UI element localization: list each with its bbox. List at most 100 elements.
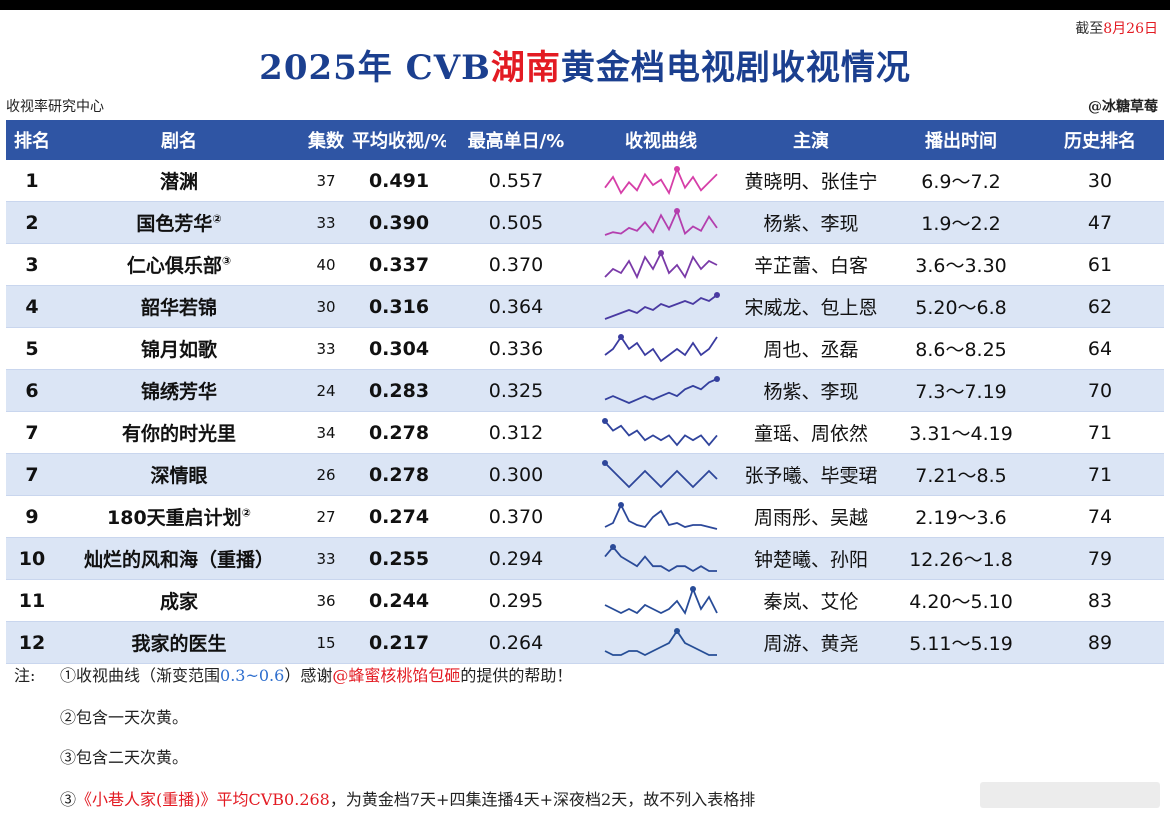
cast-cell: 钟楚曦、孙阳: [736, 545, 886, 572]
episodes-cell: 36: [300, 592, 352, 610]
curve-cell: [586, 249, 736, 281]
table-header: 排名 剧名 集数 平均收视/% 最高单日/% 收视曲线 主演 播出时间 历史排名: [6, 120, 1164, 160]
sparkline-path: [604, 250, 718, 279]
average-cell: 0.274: [352, 506, 446, 528]
episodes-cell: 40: [300, 256, 352, 274]
col-rank: 排名: [14, 131, 50, 152]
curve-cell: [586, 627, 736, 659]
rank-cell-text: 6: [25, 379, 39, 402]
history-cell: 89: [1036, 632, 1164, 654]
peak-cell-text: 0.264: [488, 631, 544, 654]
table-row: 5 锦月如歌 33 0.304 0.336 周也、丞磊 8.6～8.25 64: [6, 328, 1164, 370]
title-cell-text: 有你的时光里: [121, 423, 236, 445]
title-footnote-mark: ②: [212, 212, 222, 226]
sparkline-peak-dot: [610, 543, 616, 550]
peak-cell: 0.505: [446, 212, 586, 234]
history-cell: 30: [1036, 170, 1164, 192]
note-1: ①收视曲线（渐变范围0.3~0.6）感谢@蜂蜜核桃馅包砸的提供的帮助！: [60, 662, 572, 686]
rating-sparkline: [604, 165, 718, 195]
cast-cell-text: 宋威龙、包上恩: [744, 297, 878, 319]
peak-cell-text: 0.312: [488, 421, 544, 444]
table-row: 7 深情眼 26 0.278 0.300 张予曦、毕雯珺 7.21～8.5 71: [6, 454, 1164, 496]
note-2: ②包含一天次黄。: [60, 708, 189, 727]
sparkline-peak-dot: [714, 291, 720, 298]
average-cell-text: 0.304: [368, 337, 430, 360]
sparkline-peak-dot: [618, 333, 624, 340]
sparkline-path: [604, 545, 717, 572]
table-row: 12 我家的医生 15 0.217 0.264 周游、黄尧 5.11～5.19 89: [6, 622, 1164, 664]
cast-cell-text: 钟楚曦、孙阳: [753, 549, 868, 571]
airtime-cell-text: 5.11～5.19: [909, 633, 1013, 655]
title-cell-text: 韶华若锦: [140, 297, 217, 319]
title-cell: 深情眼: [58, 461, 300, 488]
peak-cell: 0.557: [446, 170, 586, 192]
rank-cell: 5: [6, 338, 58, 360]
rating-sparkline: [604, 291, 720, 320]
airtime-cell: 6.9～7.2: [886, 167, 1036, 194]
cast-cell-text: 周游、黄尧: [763, 633, 859, 655]
table-row: 3 仁心俱乐部③ 40 0.337 0.370 辛芷蕾、白客 3.6～3.30 61: [6, 244, 1164, 286]
curve-cell: [586, 207, 736, 239]
history-cell: 71: [1036, 464, 1164, 486]
note-4-text: ，为黄金档7天+四集连播4天+深夜档2天，故不列入表格排: [329, 790, 756, 809]
rating-sparkline: [602, 459, 718, 488]
as-of-date-value: 8月26日: [1103, 21, 1158, 37]
episodes-cell-text: 33: [316, 213, 336, 232]
average-cell: 0.304: [352, 338, 446, 360]
rank-cell: 12: [6, 632, 58, 654]
sparkline-peak-dot: [674, 207, 680, 214]
average-cell-text: 0.255: [368, 547, 430, 570]
title-left: 2025年 CVB: [259, 48, 491, 88]
curve-cell: [586, 543, 736, 575]
table-row: 7 有你的时光里 34 0.278 0.312 童瑶、周依然 3.31～4.19 71: [6, 412, 1164, 454]
sparkline-peak-dot: [674, 165, 680, 172]
rating-sparkline: [604, 207, 718, 236]
title-cell: 我家的医生: [58, 629, 300, 656]
average-cell: 0.390: [352, 212, 446, 234]
history-cell-text: 83: [1087, 589, 1113, 612]
average-cell-text: 0.278: [368, 463, 430, 486]
average-cell: 0.491: [352, 170, 446, 192]
title-cell-text: 国色芳华: [136, 213, 213, 235]
peak-cell: 0.294: [446, 548, 586, 570]
as-of-date: 截至8月26日: [1075, 18, 1158, 38]
rank-cell: 9: [6, 506, 58, 528]
airtime-cell-text: 1.9～2.2: [921, 213, 1001, 235]
rank-cell-text: 10: [18, 547, 46, 570]
table-row: 6 锦绣芳华 24 0.283 0.325 杨紫、李现 7.3～7.19 70: [6, 370, 1164, 412]
episodes-cell: 24: [300, 382, 352, 400]
cast-cell-text: 秦岚、艾伦: [763, 591, 859, 613]
page-title: 2025年 CVB湖南黄金档电视剧收视情况: [0, 40, 1170, 89]
col-airtime: 播出时间: [925, 131, 997, 152]
title-cell: 潜渊: [58, 167, 300, 194]
sparkline-path: [604, 165, 718, 195]
rank-cell: 6: [6, 380, 58, 402]
sparkline-path: [604, 377, 718, 404]
curve-cell: [586, 459, 736, 491]
average-cell-text: 0.278: [368, 421, 430, 444]
average-cell: 0.217: [352, 632, 446, 654]
cast-cell: 童瑶、周依然: [736, 419, 886, 446]
peak-cell: 0.295: [446, 590, 586, 612]
episodes-cell-text: 37: [316, 171, 336, 190]
title-cell: 仁心俱乐部③: [58, 251, 300, 278]
peak-cell: 0.370: [446, 506, 586, 528]
episodes-cell-text: 27: [316, 507, 336, 526]
title-cell: 国色芳华②: [58, 209, 300, 236]
average-cell-text: 0.283: [368, 379, 430, 402]
average-cell-text: 0.217: [368, 631, 430, 654]
history-cell: 74: [1036, 506, 1164, 528]
average-cell: 0.278: [352, 422, 446, 444]
note-4-marker: ③: [60, 790, 77, 809]
history-cell-text: 71: [1087, 421, 1113, 444]
sparkline-path: [604, 208, 718, 236]
sparkline-peak-dot: [714, 375, 720, 382]
rating-sparkline: [604, 333, 718, 362]
cast-cell: 张予曦、毕雯珺: [736, 461, 886, 488]
history-cell-text: 89: [1087, 631, 1113, 654]
airtime-cell: 3.31～4.19: [886, 419, 1036, 446]
history-cell-text: 74: [1087, 505, 1113, 528]
title-highlight: 湖南: [490, 48, 561, 88]
episodes-cell-text: 26: [316, 465, 336, 484]
table-row: 10 灿烂的风和海（重播） 33 0.255 0.294 钟楚曦、孙阳 12.26～1.8 7…: [6, 538, 1164, 580]
